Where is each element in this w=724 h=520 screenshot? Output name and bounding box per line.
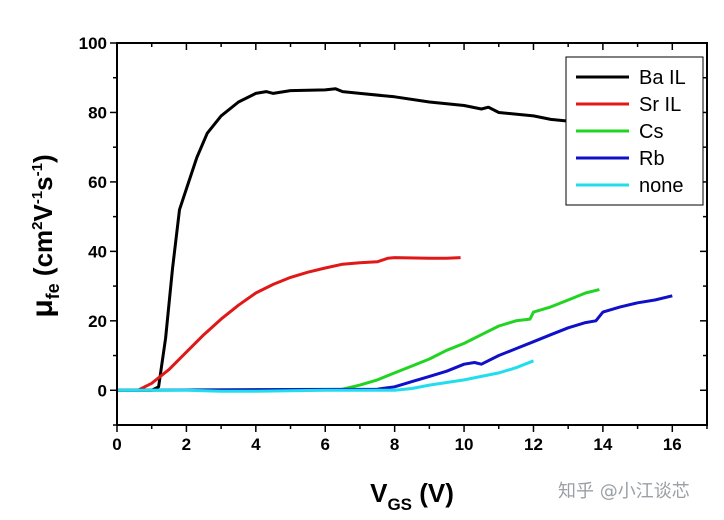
y-tick-label: 100 <box>79 34 107 53</box>
series-line-rb <box>116 294 673 392</box>
x-tick-label: 14 <box>593 435 612 454</box>
y-label-close: ) <box>28 154 58 163</box>
y-tick-label: 80 <box>88 103 107 122</box>
y-tick-label: 40 <box>88 242 107 261</box>
legend-label: Cs <box>639 121 663 143</box>
watermark: 知乎 @小江谈芯 <box>558 481 690 502</box>
x-tick-label: 2 <box>182 435 191 454</box>
axis-ticks: 0 2 4 6 8 10 12 14 16 0 20 40 60 80 100 <box>79 34 708 454</box>
plot-lines <box>116 87 673 393</box>
y-tick-label: 0 <box>98 381 107 400</box>
x-tick-label: 0 <box>112 435 121 454</box>
y-label-mu: μ <box>26 299 59 317</box>
x-axis-label: VGS (V) <box>370 478 454 514</box>
legend-label: Sr IL <box>639 94 681 116</box>
x-label-unit: (V) <box>412 478 454 508</box>
y-label-sub: fe <box>43 283 63 299</box>
y-axis-label: μfe (cm2V-1s-1) <box>26 154 63 317</box>
y-label-sup-v: -1 <box>29 191 46 204</box>
x-tick-label: 16 <box>663 435 682 454</box>
legend-label: none <box>639 175 684 197</box>
x-tick-label: 6 <box>321 435 330 454</box>
x-label-sub: GS <box>387 495 412 514</box>
series-line-none <box>117 359 535 393</box>
x-tick-label: 10 <box>455 435 474 454</box>
y-label-v: V <box>28 203 58 221</box>
x-tick-label: 4 <box>251 435 261 454</box>
plot-frame <box>116 42 708 426</box>
y-label-sup-s: -1 <box>29 163 46 176</box>
legend-label: Rb <box>639 148 665 170</box>
x-tick-label: 8 <box>390 435 399 454</box>
y-tick-label: 60 <box>88 173 107 192</box>
y-label-s: s <box>28 176 58 190</box>
x-label-main: V <box>370 478 388 508</box>
y-label-sup2: 2 <box>29 221 46 229</box>
x-tick-label: 12 <box>524 435 543 454</box>
y-tick-label: 20 <box>88 312 107 331</box>
series-line-cs <box>116 288 600 392</box>
series-line-sr-il <box>137 256 461 392</box>
legend-label: Ba IL <box>639 67 686 89</box>
y-label-open: (cm <box>28 230 58 283</box>
legend: Ba IL Sr IL Cs Rb none <box>565 56 704 206</box>
series-line-ba-il <box>117 87 579 392</box>
